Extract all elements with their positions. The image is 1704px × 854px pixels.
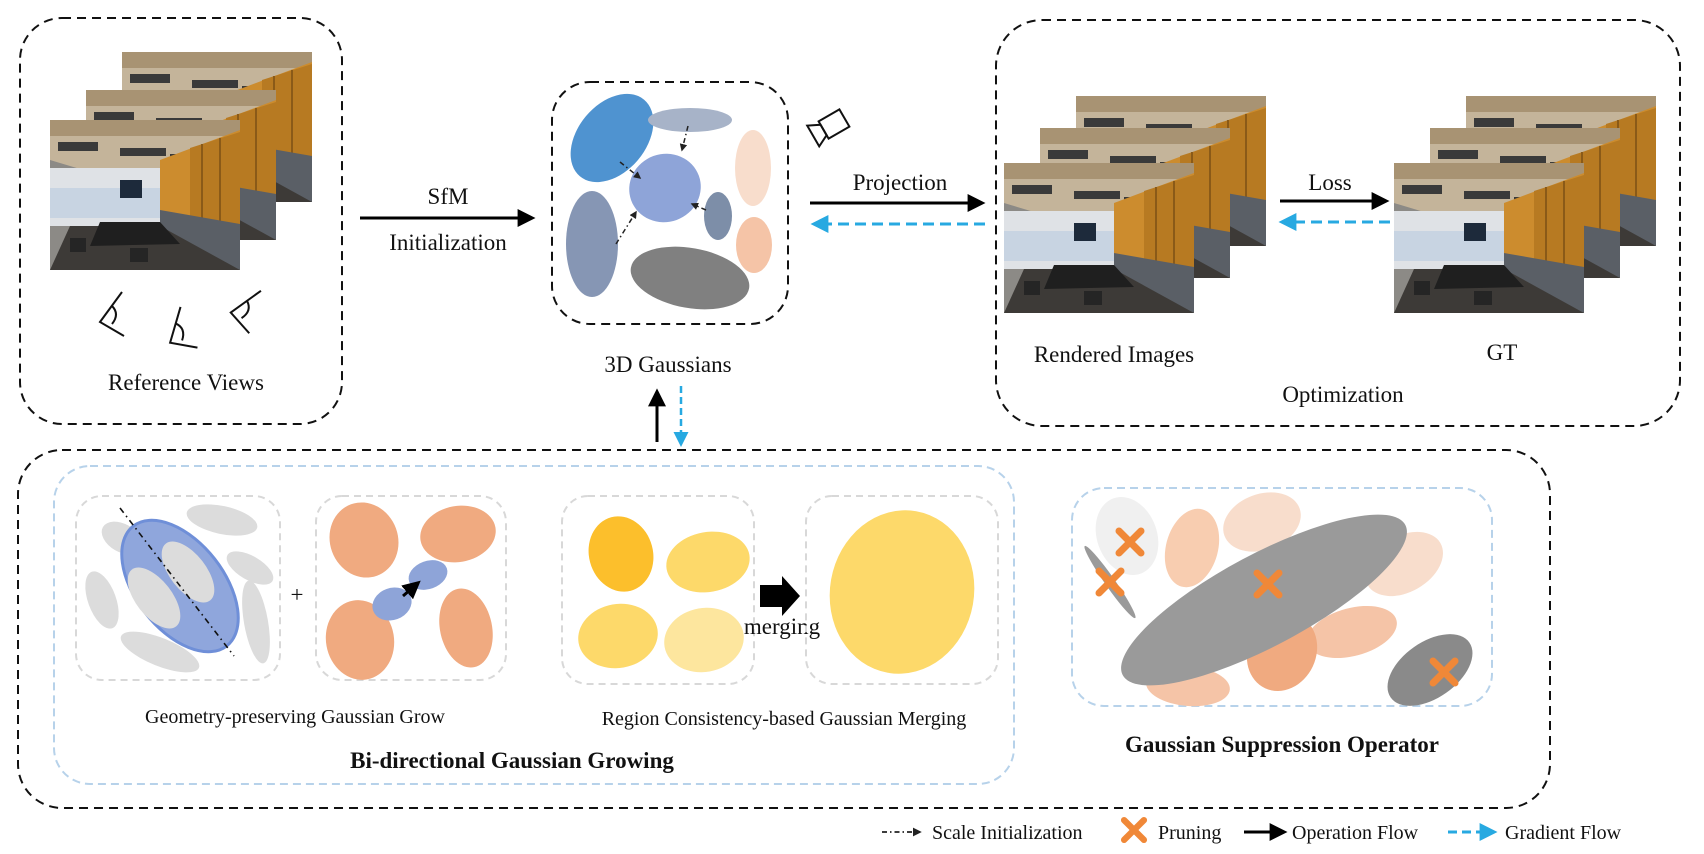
gaussian-ellipse [704, 192, 732, 240]
eye-icon [225, 282, 264, 335]
geometry-grow-box-b [315, 495, 507, 681]
region-merging-label: Region Consistency-based Gaussian Mergin… [602, 708, 967, 730]
initialization-label: Initialization [389, 230, 507, 255]
bottom-module-panel: + mergi [17, 449, 1551, 809]
gaussian-ellipse [735, 130, 771, 206]
legend-pruning-label: Pruning [1158, 822, 1221, 844]
legend-pruning: Pruning [1124, 820, 1221, 844]
bidirectional-label: Bi-directional Gaussian Growing [350, 748, 674, 773]
geometry-grow-box-a [75, 495, 281, 681]
projection-arrows: Projection [810, 170, 986, 233]
legend-operation-flow-label: Operation Flow [1292, 822, 1419, 844]
geometry-grow-label: Geometry-preserving Gaussian Grow [145, 706, 445, 728]
suppression-label: Gaussian Suppression Operator [1125, 732, 1439, 757]
eye-icon [99, 291, 125, 337]
gaussian-ellipse [566, 191, 618, 297]
gaussians-3d-label: 3D Gaussians [604, 352, 731, 377]
camera-icon [805, 107, 851, 149]
sfm-arrow: SfM Initialization [360, 184, 536, 255]
region-merging-box-a [561, 495, 755, 685]
gaussian-ellipse [570, 93, 654, 183]
reference-photo-stack [49, 51, 313, 271]
gt-label: GT [1487, 340, 1518, 365]
region-merging-box-b [805, 495, 999, 685]
legend-gradient-flow: Gradient Flow [1448, 822, 1622, 844]
gt-photo-stack [1393, 95, 1657, 314]
pruning-x-icon [1124, 820, 1144, 840]
reference-photo-1 [49, 119, 241, 271]
gaussian-ellipse [630, 246, 750, 310]
gt-photo-1 [1393, 162, 1585, 314]
rendered-photo-stack [1003, 95, 1267, 314]
projection-label: Projection [853, 170, 948, 195]
loss-label: Loss [1308, 170, 1352, 195]
rendered-photo-1 [1003, 162, 1195, 314]
legend-operation-flow: Operation Flow [1244, 822, 1419, 844]
gaussian-ellipse [648, 108, 732, 132]
optimization-panel: Loss Rendered Images GT Optimization [995, 19, 1681, 427]
reference-views-panel: Reference Views [19, 17, 343, 425]
gaussians-3d-panel: 3D Gaussians [551, 81, 789, 377]
merging-arrow: merging [744, 576, 821, 639]
module-flow-arrows [648, 386, 689, 447]
legend: Scale Initialization Pruning Operation F… [882, 820, 1622, 844]
sfm-label: SfM [428, 184, 469, 209]
plus-label: + [291, 582, 304, 607]
legend-scale-init-label: Scale Initialization [932, 822, 1083, 844]
merging-label: merging [744, 614, 821, 639]
eye-icon [158, 305, 199, 357]
optimization-label: Optimization [1282, 382, 1404, 407]
rendered-images-label: Rendered Images [1034, 342, 1194, 367]
gaussian-ellipse [736, 217, 772, 273]
bidirectional-growing-group: + mergi [53, 465, 1015, 785]
legend-gradient-flow-label: Gradient Flow [1505, 822, 1622, 844]
legend-scale-init: Scale Initialization [882, 822, 1083, 844]
suppression-operator-group: Gaussian Suppression Operator [1071, 487, 1493, 757]
reference-views-label: Reference Views [108, 370, 264, 395]
gaussian-ellipse [629, 153, 701, 223]
